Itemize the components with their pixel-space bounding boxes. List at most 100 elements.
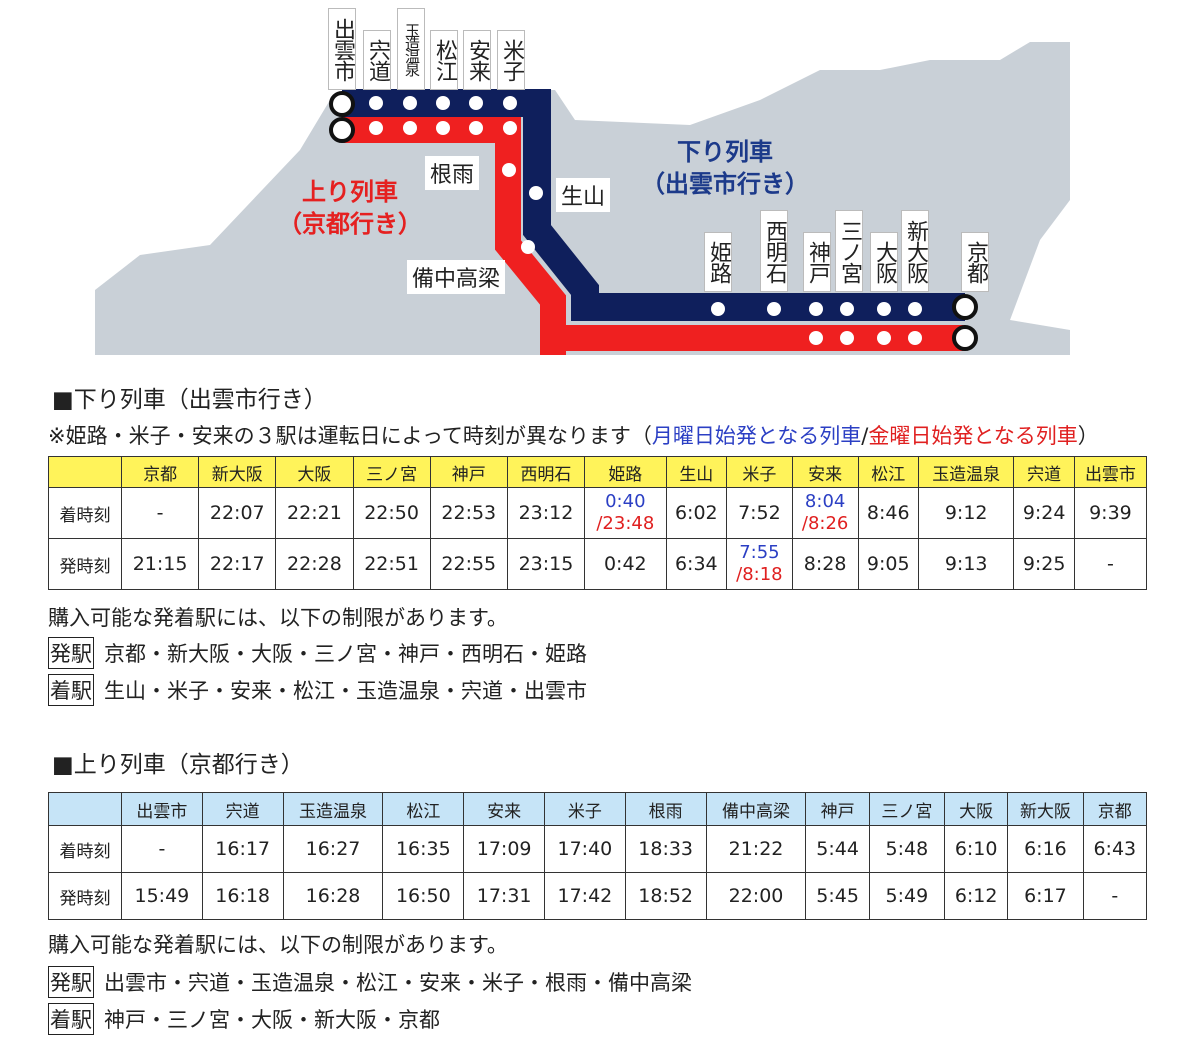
time-cell: 6:43 bbox=[1082, 825, 1148, 873]
column-header: 玉造温泉 bbox=[917, 456, 1015, 488]
table-row-arrive: 着時刻 -22:07 22:21 22:50 22:53 23:12 0:40/23:48 6… bbox=[48, 487, 1148, 539]
time-cell: 17:40 bbox=[544, 825, 626, 873]
column-header: 三ノ宮 bbox=[352, 456, 431, 488]
time-cell: 16:27 bbox=[282, 825, 384, 873]
column-header: 宍道 bbox=[1013, 456, 1075, 488]
station-label: 新大阪 bbox=[901, 210, 929, 292]
column-header: 新大阪 bbox=[1007, 792, 1084, 826]
time-cell: 0:42 bbox=[584, 538, 667, 590]
table-row-arrive: 着時刻 -16:17 16:27 16:35 17:09 17:40 18:33 21:22 5… bbox=[48, 825, 1148, 873]
dep-station-list: 出雲市・宍道・玉造温泉・松江・安来・米子・根雨・備中高梁 bbox=[104, 971, 692, 995]
time-cell: 5:45 bbox=[805, 872, 870, 920]
time-cell: 5:49 bbox=[868, 872, 946, 920]
column-header: 神戸 bbox=[805, 792, 870, 826]
time-cell: 18:52 bbox=[624, 872, 707, 920]
down-arrival-stations: 着駅 生山・米子・安来・松江・玉造温泉・宍道・出雲市 bbox=[48, 674, 587, 706]
time-cell: 21:15 bbox=[120, 538, 200, 590]
column-header: 京都 bbox=[1082, 792, 1148, 826]
time-cell: 5:44 bbox=[805, 825, 870, 873]
route-map: 出雲市 宍道 玉造温泉 松江 安来 米子 根雨 生山 備中高梁 姫路 西明石 神… bbox=[0, 0, 1200, 360]
table-row-depart: 発時刻 21:15 22:17 22:28 22:51 22:55 23:15 0:42 6:3… bbox=[48, 538, 1148, 590]
time-cell: - bbox=[121, 825, 203, 873]
note-monday: 月曜日始発となる列車 bbox=[651, 424, 862, 448]
time-cell: 9:13 bbox=[917, 538, 1015, 590]
time-cell: 8:46 bbox=[857, 487, 919, 539]
station-label: 米子 bbox=[497, 30, 525, 90]
station-label: 神戸 bbox=[803, 232, 831, 292]
time-cell: 17:31 bbox=[463, 872, 545, 920]
time-cell: 6:10 bbox=[944, 825, 1009, 873]
column-header: 出雲市 bbox=[1073, 456, 1148, 488]
monday-time: 0:40 bbox=[605, 491, 646, 512]
station-label: 西明石 bbox=[760, 210, 788, 292]
station-label: 大阪 bbox=[870, 232, 898, 292]
column-header: 神戸 bbox=[429, 456, 508, 488]
time-cell: 22:17 bbox=[198, 538, 277, 590]
time-cell: 7:55/8:18 bbox=[726, 538, 793, 590]
time-cell: 22:55 bbox=[429, 538, 508, 590]
station-label: 根雨 bbox=[425, 156, 480, 190]
column-header: 三ノ宮 bbox=[868, 792, 946, 826]
up-train-map-title: 上り列車 （京都行き） bbox=[270, 176, 430, 240]
station-label: 安来 bbox=[463, 30, 491, 90]
time-cell: 22:51 bbox=[352, 538, 431, 590]
time-cell: 5:48 bbox=[868, 825, 946, 873]
dep-tag: 発駅 bbox=[48, 966, 94, 998]
up-arrival-stations: 着駅 神戸・三ノ宮・大阪・新大阪・京都 bbox=[48, 1003, 440, 1035]
time-cell: 6:34 bbox=[665, 538, 728, 590]
column-header: 出雲市 bbox=[121, 792, 203, 826]
time-cell: 9:12 bbox=[917, 487, 1015, 539]
station-label: 生山 bbox=[556, 178, 611, 212]
column-header: 姫路 bbox=[584, 456, 667, 488]
time-cell: 8:04/8:26 bbox=[791, 487, 859, 539]
arr-station-list: 生山・米子・安来・松江・玉造温泉・宍道・出雲市 bbox=[104, 679, 587, 703]
time-cell: 16:17 bbox=[201, 825, 284, 873]
time-cell: 21:22 bbox=[705, 825, 807, 873]
down-title-line2: （出雲市行き） bbox=[641, 170, 809, 198]
time-cell: 16:28 bbox=[282, 872, 384, 920]
column-header: 根雨 bbox=[624, 792, 707, 826]
time-cell: 9:24 bbox=[1013, 487, 1075, 539]
down-station-dots bbox=[369, 96, 922, 316]
header-row: 出雲市 宍道 玉造温泉 松江 安来 米子 根雨 備中高梁 神戸 三ノ宮 大阪 新大阪 京都 bbox=[48, 792, 1148, 826]
column-header: 備中高梁 bbox=[705, 792, 807, 826]
row-label: 発時刻 bbox=[48, 538, 122, 590]
time-cell: 6:02 bbox=[665, 487, 728, 539]
column-header: 生山 bbox=[665, 456, 728, 488]
column-header: 米子 bbox=[726, 456, 793, 488]
time-cell: 9:39 bbox=[1073, 487, 1148, 539]
time-cell: 6:17 bbox=[1007, 872, 1084, 920]
time-cell: 18:33 bbox=[624, 825, 707, 873]
arr-tag: 着駅 bbox=[48, 1003, 94, 1035]
down-timetable: 京都 新大阪 大阪 三ノ宮 神戸 西明石 姫路 生山 米子 安来 松江 玉造温泉 宍道 出雲市 着時刻 -22… bbox=[48, 456, 1148, 590]
note-friday: 金曜日始発となる列車 bbox=[868, 424, 1078, 448]
time-cell: 22:53 bbox=[429, 487, 508, 539]
table-row-depart: 発時刻 15:49 16:18 16:28 16:50 17:31 17:42 18:52 22… bbox=[48, 872, 1148, 920]
station-label: 松江 bbox=[430, 30, 458, 90]
time-cell: 23:12 bbox=[506, 487, 586, 539]
time-cell: 6:12 bbox=[944, 872, 1009, 920]
up-title-line1: 上り列車 bbox=[302, 178, 398, 206]
dep-tag: 発駅 bbox=[48, 637, 94, 669]
friday-time: /8:18 bbox=[736, 564, 783, 585]
time-cell: 22:00 bbox=[705, 872, 807, 920]
row-label: 発時刻 bbox=[48, 872, 122, 920]
up-line bbox=[342, 117, 965, 355]
time-cell: 16:18 bbox=[201, 872, 284, 920]
down-title-line1: 下り列車 bbox=[677, 138, 773, 166]
down-note: ※姫路・米子・安来の３駅は運転日によって時刻が異なります（月曜日始発となる列車/… bbox=[48, 420, 1099, 450]
column-header: 玉造温泉 bbox=[282, 792, 384, 826]
time-cell: 17:42 bbox=[544, 872, 626, 920]
arr-tag: 着駅 bbox=[48, 674, 94, 706]
column-header: 松江 bbox=[382, 792, 465, 826]
time-cell: - bbox=[1082, 872, 1148, 920]
column-header: 西明石 bbox=[506, 456, 586, 488]
down-departure-stations: 発駅 京都・新大阪・大阪・三ノ宮・神戸・西明石・姫路 bbox=[48, 637, 587, 669]
dep-station-list: 京都・新大阪・大阪・三ノ宮・神戸・西明石・姫路 bbox=[104, 642, 587, 666]
monday-time: 7:55 bbox=[739, 542, 780, 563]
monday-time: 8:04 bbox=[804, 491, 846, 512]
column-header: 安来 bbox=[791, 456, 859, 488]
time-cell: 9:05 bbox=[857, 538, 919, 590]
time-cell: 22:07 bbox=[198, 487, 277, 539]
